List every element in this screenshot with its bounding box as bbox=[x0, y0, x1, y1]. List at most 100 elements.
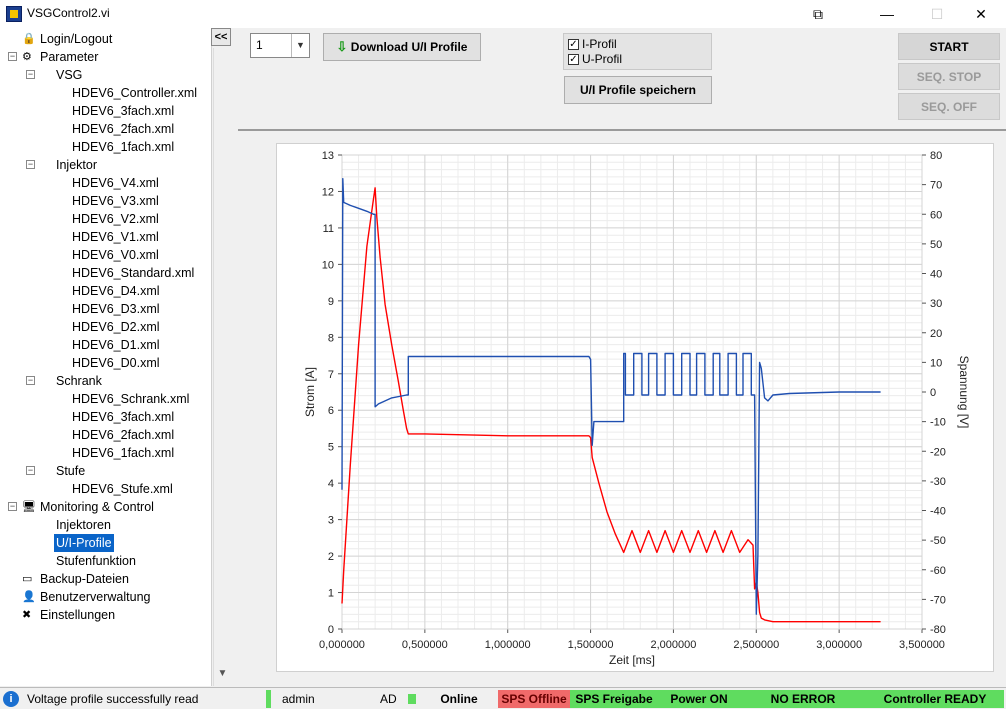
tree-expander-icon[interactable]: − bbox=[8, 51, 17, 61]
tree-expander-icon[interactable]: − bbox=[26, 69, 35, 79]
tree-item[interactable]: HDEV6_V0.xml bbox=[72, 248, 159, 262]
online-led bbox=[408, 694, 416, 704]
tree-item[interactable]: HDEV6_3fach.xml bbox=[72, 410, 175, 424]
tree-item[interactable]: U/I-Profile bbox=[54, 534, 114, 552]
collapse-sidebar-button[interactable]: << bbox=[211, 28, 231, 46]
close-button[interactable]: ✕ bbox=[975, 6, 987, 22]
status-sps-freigabe: SPS Freigabe bbox=[570, 690, 658, 708]
info-icon: i bbox=[3, 691, 19, 707]
tree-item[interactable]: Injektoren bbox=[56, 518, 111, 532]
tree-item[interactable]: HDEV6_Controller.xml bbox=[72, 86, 198, 100]
monitor-icon: 🖥 bbox=[22, 501, 36, 513]
y-tick-label: 7 bbox=[328, 369, 334, 381]
x-axis-label: Zeit [ms] bbox=[609, 653, 655, 667]
y2-tick-label: -60 bbox=[930, 565, 946, 577]
tree-item[interactable]: Login/Logout bbox=[40, 32, 113, 46]
download-profile-button[interactable]: ⇩ Download U/I Profile bbox=[323, 33, 481, 61]
y-tick-label: 10 bbox=[322, 259, 334, 271]
tree-item[interactable]: Benutzerverwaltung bbox=[40, 590, 151, 604]
tree-item[interactable]: Injektor bbox=[56, 158, 97, 172]
x-tick-label: 1,000000 bbox=[485, 639, 531, 651]
tree-item[interactable]: Parameter bbox=[40, 50, 99, 64]
chart-svg: 0,000000 0,500000 1,000000 1,500000 2,000000… bbox=[303, 150, 971, 667]
sliders-icon: ⚙ bbox=[22, 51, 32, 63]
x-tick-label: 2,000000 bbox=[650, 639, 696, 651]
y-tick-label: 6 bbox=[328, 405, 334, 417]
tree-item[interactable]: HDEV6_Schrank.xml bbox=[72, 392, 190, 406]
title-bar: VSGControl2.vi ⧉ — ☐ ✕ bbox=[0, 0, 1006, 28]
tree-item[interactable]: HDEV6_Standard.xml bbox=[72, 266, 195, 280]
status-sps: SPS Offline bbox=[498, 690, 570, 708]
tree-item[interactable]: Einstellungen bbox=[40, 608, 116, 622]
tree-expander-icon[interactable]: − bbox=[8, 501, 17, 511]
x-tick-label: 0,000000 bbox=[319, 639, 365, 651]
tree-expander-icon[interactable]: − bbox=[26, 375, 35, 385]
y-tick-label: 5 bbox=[328, 442, 334, 454]
minimize-button[interactable]: — bbox=[880, 6, 894, 22]
sidebar-scrollbar[interactable]: ▼ bbox=[213, 48, 230, 686]
download-arrow-icon: ⇩ bbox=[336, 39, 348, 54]
tree-item[interactable]: HDEV6_D1.xml bbox=[72, 338, 160, 352]
y2-tick-label: -40 bbox=[930, 506, 946, 518]
tree-item[interactable]: HDEV6_1fach.xml bbox=[72, 446, 175, 460]
profile-select[interactable]: 1 ▼ bbox=[250, 33, 310, 58]
seq-off-button[interactable]: SEQ. OFF bbox=[898, 93, 1000, 120]
y-tick-label: 4 bbox=[328, 478, 334, 490]
tree-item[interactable]: Stufe bbox=[56, 464, 86, 478]
i-profile-label: I-Profil bbox=[582, 37, 617, 51]
y-tick-label: 2 bbox=[328, 551, 334, 563]
tree-item[interactable]: HDEV6_V2.xml bbox=[72, 212, 159, 226]
y-axis-label: Strom [A] bbox=[303, 367, 317, 417]
tree-item[interactable]: HDEV6_D3.xml bbox=[72, 302, 160, 316]
y-tick-label: 12 bbox=[322, 186, 334, 198]
tree-item[interactable]: HDEV6_2fach.xml bbox=[72, 122, 175, 136]
tree-item[interactable]: Schrank bbox=[56, 374, 102, 388]
tree-item[interactable]: Backup-Dateien bbox=[40, 572, 129, 586]
y2-axis-label: Spannung [V] bbox=[957, 356, 971, 429]
y2-tick-label: -50 bbox=[930, 535, 946, 547]
tree-item[interactable]: HDEV6_V3.xml bbox=[72, 194, 159, 208]
y-tick-label: 0 bbox=[328, 624, 334, 636]
status-error: NO ERROR bbox=[740, 690, 866, 708]
y2-tick-label: -70 bbox=[930, 594, 946, 606]
save-profile-button[interactable]: U/I Profile speichern bbox=[564, 76, 712, 104]
tree-item[interactable]: HDEV6_V1.xml bbox=[72, 230, 159, 244]
y2-tick-label: 10 bbox=[930, 357, 942, 369]
tree-item[interactable]: HDEV6_D2.xml bbox=[72, 320, 160, 334]
x-tick-label: 1,500000 bbox=[568, 639, 614, 651]
chevron-down-icon[interactable]: ▼ bbox=[291, 34, 309, 57]
tree-item[interactable]: HDEV6_2fach.xml bbox=[72, 428, 175, 442]
tree-expander-icon[interactable]: − bbox=[26, 465, 35, 475]
user-icon: 👤 bbox=[22, 591, 36, 603]
scroll-down-icon[interactable]: ▼ bbox=[217, 668, 228, 679]
tree-item[interactable]: Monitoring & Control bbox=[40, 500, 154, 514]
y2-tick-label: 20 bbox=[930, 328, 942, 340]
tree-item[interactable]: HDEV6_3fach.xml bbox=[72, 104, 175, 118]
tree-item[interactable]: HDEV6_1fach.xml bbox=[72, 140, 175, 154]
y2-tick-label: 30 bbox=[930, 298, 942, 310]
tree-item[interactable]: VSG bbox=[56, 68, 83, 82]
tree-expander-icon[interactable]: − bbox=[26, 159, 35, 169]
tools-icon: ✖ bbox=[22, 609, 32, 621]
restore-icon[interactable]: ⧉ bbox=[813, 6, 823, 22]
tree-item[interactable]: Stufenfunktion bbox=[56, 554, 136, 568]
y-tick-label: 13 bbox=[322, 150, 334, 162]
y2-tick-label: 0 bbox=[930, 387, 936, 399]
x-tick-label: 3,500000 bbox=[899, 639, 945, 651]
maximize-button[interactable]: ☐ bbox=[930, 6, 944, 22]
tree-item[interactable]: HDEV6_Stufe.xml bbox=[72, 482, 173, 496]
y2-tick-label: 80 bbox=[930, 150, 942, 162]
download-profile-label: Download U/I Profile bbox=[350, 40, 468, 54]
tree-item[interactable]: HDEV6_V4.xml bbox=[72, 176, 159, 190]
i-profile-checkbox[interactable]: ✓ bbox=[568, 39, 579, 50]
x-tick-label: 3,000000 bbox=[816, 639, 862, 651]
seq-stop-button[interactable]: SEQ. STOP bbox=[898, 63, 1000, 90]
app-icon bbox=[6, 6, 22, 22]
tree-item[interactable]: HDEV6_D4.xml bbox=[72, 284, 160, 298]
start-button[interactable]: START bbox=[898, 33, 1000, 60]
status-controller: Controller READY bbox=[866, 690, 1004, 708]
u-profile-checkbox[interactable]: ✓ bbox=[568, 54, 579, 65]
tree-item[interactable]: HDEV6_D0.xml bbox=[72, 356, 160, 370]
y2-tick-label: -10 bbox=[930, 417, 946, 429]
y-tick-label: 11 bbox=[323, 223, 334, 235]
